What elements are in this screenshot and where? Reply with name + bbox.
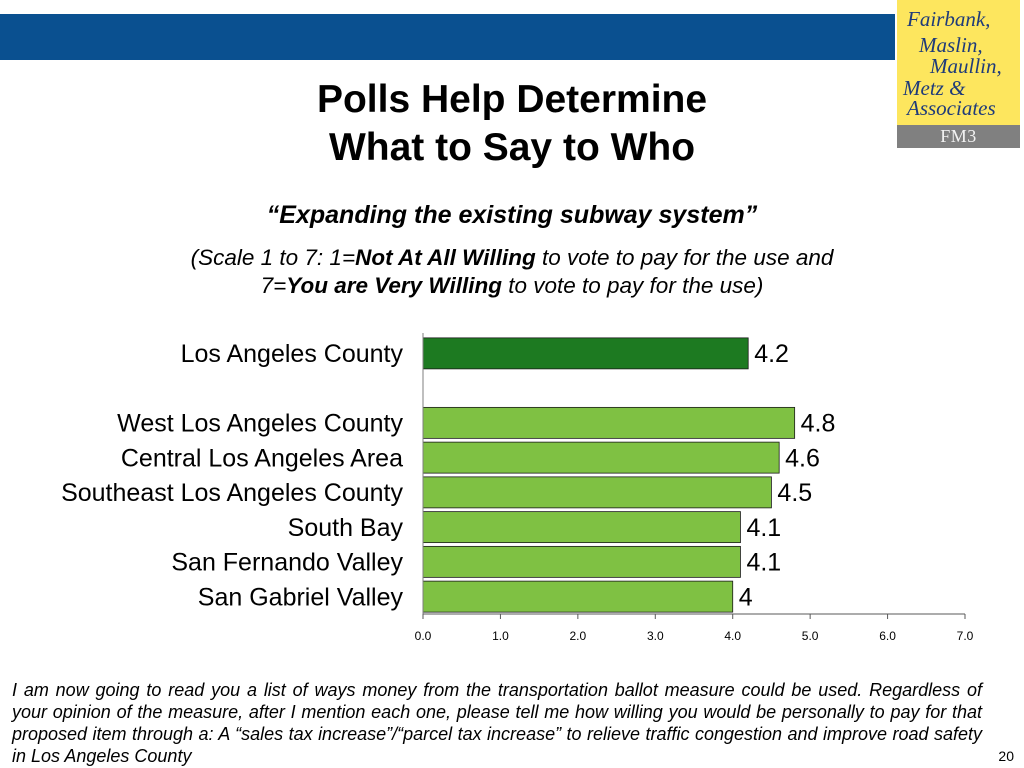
category-label: San Gabriel Valley: [198, 583, 404, 611]
category-label: West Los Angeles County: [117, 410, 403, 438]
logo-abbreviation: FM3: [897, 125, 1020, 148]
value-label: 4.2: [754, 340, 789, 368]
question-footnote: I am now going to read you a list of way…: [12, 680, 982, 766]
page-number: 20: [998, 748, 1014, 764]
title-line-1: Polls Help Determine: [316, 78, 708, 121]
scale-note-text: to vote to pay for the use): [501, 273, 764, 298]
scale-note-text: to vote to pay for the use and: [535, 245, 834, 270]
bar: [422, 545, 741, 578]
bar: [422, 476, 772, 509]
willingness-bar-chart: Los Angeles County 4.2 West Los Angeles Co…: [61, 333, 974, 643]
logo-wordmark: Fairbank, Maslin, Maullin, Metz & Associ…: [897, 0, 1020, 125]
scale-note-line-2: 7=You are Very Willing to vote to pay fo…: [0, 272, 1024, 300]
category-label: Central Los Angeles Area: [121, 444, 403, 472]
category-label: South Bay: [288, 514, 404, 542]
logo-name-fairbank: Fairbank,: [907, 7, 991, 31]
logo-name-maslin: Maslin,: [919, 33, 983, 57]
question-subtitle: “Expanding the existing subway system”: [266, 201, 758, 229]
scale-note-text: 7=: [260, 273, 287, 298]
value-label: 4.8: [801, 410, 836, 438]
scale-note: (Scale 1 to 7: 1=Not At All Willing to v…: [0, 244, 1024, 300]
scale-anchor-low: Not At All Willing: [355, 245, 536, 270]
x-tick-label: 5.0: [802, 629, 819, 643]
bar: [422, 511, 741, 544]
value-label: 4.1: [746, 549, 781, 577]
page-title: Polls Help Determine What to Say to Who: [0, 76, 1024, 172]
x-tick-label: 1.0: [492, 629, 509, 643]
x-tick-label: 7.0: [957, 629, 974, 643]
x-tick-label: 6.0: [879, 629, 896, 643]
category-label: Los Angeles County: [181, 340, 404, 368]
scale-note-line-1: (Scale 1 to 7: 1=Not At All Willing to v…: [0, 244, 1024, 272]
bar: [422, 406, 796, 439]
value-label: 4.1: [746, 514, 781, 542]
x-tick-label: 0.0: [415, 629, 432, 643]
x-tick-label: 4.0: [724, 629, 741, 643]
logo-name-metz: Metz &: [903, 76, 966, 100]
logo-name-associates: Associates: [907, 96, 996, 120]
value-label: 4.6: [785, 444, 820, 472]
company-logo: Fairbank, Maslin, Maullin, Metz & Associ…: [897, 0, 1020, 148]
value-label: 4: [739, 583, 753, 611]
x-tick-label: 3.0: [647, 629, 664, 643]
x-tick-label: 2.0: [570, 629, 587, 643]
bar: [422, 441, 780, 474]
category-label: Southeast Los Angeles County: [61, 479, 403, 507]
title-line-2: What to Say to Who: [328, 126, 696, 169]
header-band: [0, 14, 895, 60]
value-label: 4.5: [777, 479, 812, 507]
logo-name-maullin: Maullin,: [930, 54, 1002, 78]
bar: [422, 337, 749, 370]
scale-note-text: (Scale 1 to 7: 1=: [190, 245, 356, 270]
scale-anchor-high: You are Very Willing: [286, 273, 502, 298]
bar: [422, 580, 734, 613]
category-label: San Fernando Valley: [171, 549, 403, 577]
